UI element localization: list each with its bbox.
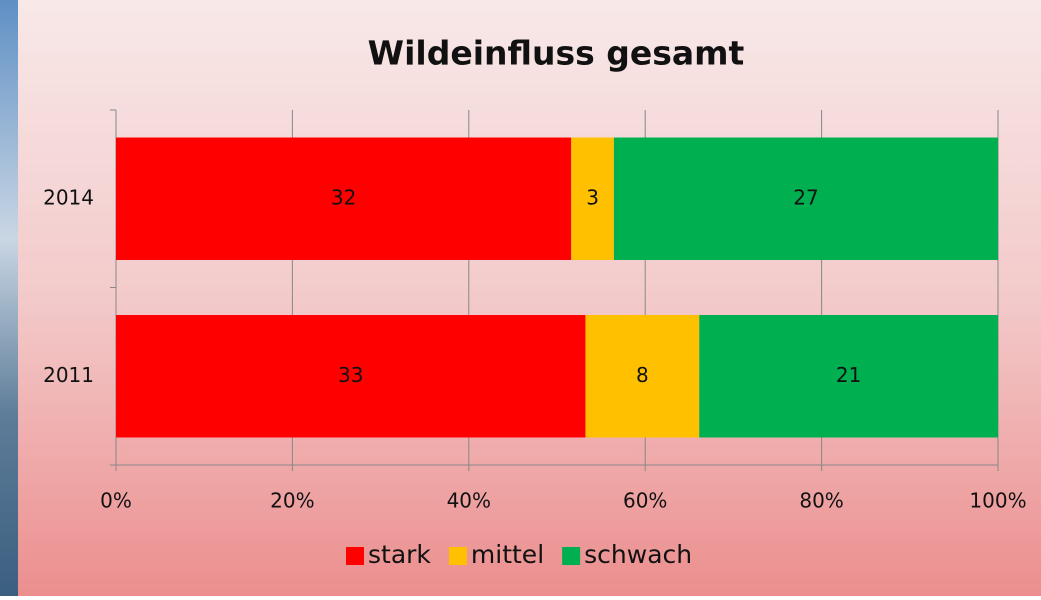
legend-label: stark xyxy=(368,540,431,569)
x-tick-label: 20% xyxy=(270,489,314,513)
data-label: 8 xyxy=(636,363,649,387)
x-tick-label: 40% xyxy=(447,489,491,513)
y-tick-label: 2011 xyxy=(43,363,94,387)
chart-panel xyxy=(18,0,1041,596)
data-label: 21 xyxy=(836,363,861,387)
chart: Wildeinfluss gesamt 0% 20% 40% 60% 80% 100% 20… xyxy=(0,0,1041,596)
legend-label: mittel xyxy=(471,540,544,569)
x-tick-label: 100% xyxy=(969,489,1026,513)
legend-swatch xyxy=(449,547,467,565)
y-tick-label: 2014 xyxy=(43,185,94,209)
chart-title: Wildeinfluss gesamt xyxy=(368,34,745,73)
x-tick-label: 0% xyxy=(100,489,132,513)
x-tick-label: 60% xyxy=(623,489,667,513)
page: Wildeinfluss gesamt 0% 20% 40% 60% 80% 100% 20… xyxy=(0,0,1041,596)
data-label: 3 xyxy=(586,185,599,209)
data-label: 33 xyxy=(338,363,363,387)
legend-swatch xyxy=(346,547,364,565)
legend-swatch xyxy=(562,547,580,565)
x-tick-label: 80% xyxy=(799,489,843,513)
data-label: 27 xyxy=(793,185,818,209)
data-label: 32 xyxy=(331,185,356,209)
legend-label: schwach xyxy=(584,540,692,569)
